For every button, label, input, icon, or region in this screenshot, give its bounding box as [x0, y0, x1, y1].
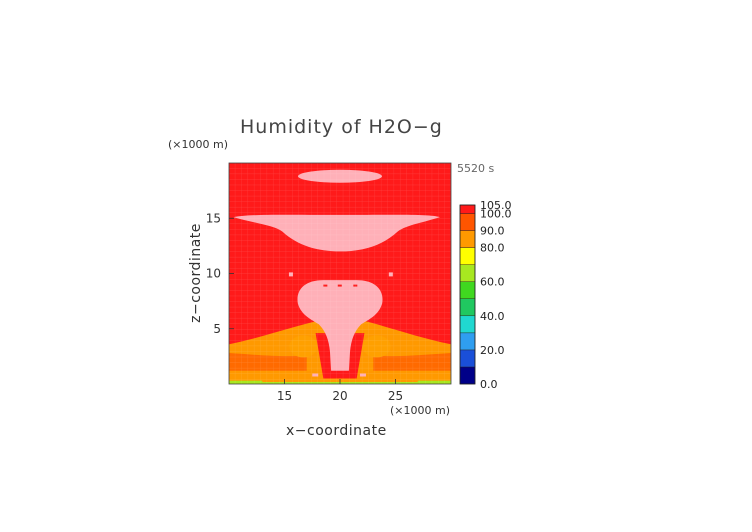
colorbar-segment: [459, 298, 476, 317]
z-tick-label: 5: [213, 322, 221, 336]
colorbar-segment: [459, 230, 476, 248]
colorbar-label: 80.0: [480, 242, 505, 255]
colorbar-segment: [459, 213, 476, 231]
colorbar-label: 100.0: [480, 208, 512, 221]
chart-title: Humidity of H2O−g: [240, 116, 443, 138]
x-tick-label: 15: [277, 389, 292, 403]
colorbar-label: 20.0: [480, 344, 505, 357]
colorbar-frame: [459, 204, 476, 385]
z-tick-label: 15: [206, 211, 221, 225]
colorbar-segment: [459, 315, 476, 334]
z-unit-label: (×1000 m): [168, 138, 229, 151]
colorbar-label: 40.0: [480, 310, 505, 323]
time-label: 5520 s: [457, 162, 495, 175]
z-tick-label: 10: [206, 267, 221, 281]
colorbar-label: 0.0: [480, 378, 498, 391]
grid-overlay: [229, 163, 451, 384]
colorbar-segment: [459, 349, 476, 368]
x-axis-title: x−coordinate: [286, 423, 387, 439]
colorbar-label: 105.0: [480, 199, 512, 212]
x-tick-label: 25: [388, 389, 403, 403]
colorbar-segment: [459, 332, 476, 351]
colorbar-label: 90.0: [480, 225, 505, 238]
x-tick-label: 20: [332, 389, 347, 403]
colorbar-segment: [459, 204, 476, 214]
colorbar-segment: [459, 366, 476, 385]
colorbar-segment: [459, 247, 476, 265]
colorbar-label: 60.0: [480, 276, 505, 289]
x-unit-label: (×1000 m): [390, 404, 451, 417]
colorbar-segment: [459, 281, 476, 299]
colorbar-segment: [459, 264, 476, 282]
